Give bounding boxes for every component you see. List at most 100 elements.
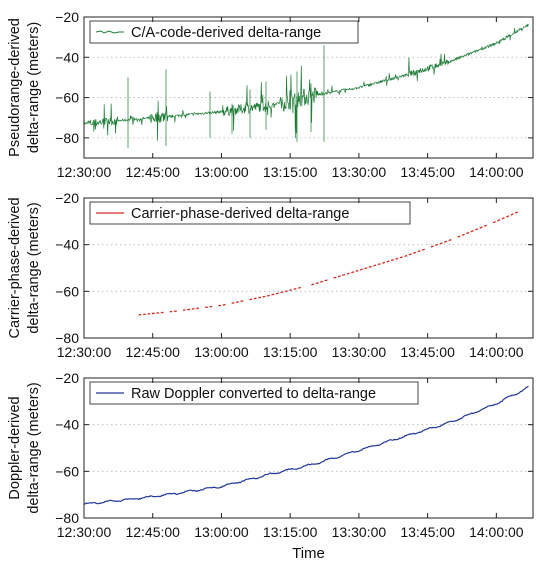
legend-box: [89, 381, 419, 405]
series-segment: [497, 219, 501, 222]
y-axis-label: Doppler-derived: [7, 396, 23, 499]
x-tick-label: 12:45:00: [125, 164, 180, 180]
series-segment: [457, 235, 461, 238]
series-segment: [404, 254, 408, 258]
x-tick-label: 13:15:00: [263, 524, 318, 540]
y-tick-label: −20: [55, 370, 79, 386]
series-segment: [386, 260, 390, 263]
series-segment: [364, 267, 368, 270]
series-segment: [293, 287, 297, 290]
x-tick-label: 13:30:00: [332, 344, 387, 360]
series-segment: [235, 301, 239, 303]
series-segment: [413, 251, 417, 254]
y-axis-label: delta-range (meters): [26, 202, 42, 333]
series-segment: [492, 221, 496, 224]
series-segment: [280, 291, 284, 294]
y-tick-label: −60: [55, 283, 79, 299]
x-tick-label: 12:30:00: [57, 164, 112, 180]
series-segment: [435, 243, 439, 247]
series-segment: [222, 303, 226, 306]
series-segment: [417, 250, 421, 253]
legend-swatch: [95, 30, 124, 34]
y-tick-label: −60: [55, 463, 79, 479]
series-line: [83, 23, 529, 141]
x-tick-label: 14:00:00: [469, 344, 524, 360]
legend-label: C/A-code-derived delta-range: [131, 25, 321, 41]
legend-box: [89, 20, 359, 44]
y-axis-label: Pseudorange-derived: [7, 18, 23, 157]
series-segment: [506, 215, 510, 218]
series-segment: [253, 297, 257, 300]
series-segment: [258, 296, 262, 299]
series-segment: [320, 280, 324, 283]
panel-1: C/A-code-derived delta-range −80 −60 −40 −20…: [7, 9, 534, 180]
axes-frame: [83, 377, 534, 519]
series-segment: [266, 294, 270, 297]
series-segment: [359, 268, 363, 271]
series-segment: [284, 290, 288, 293]
series-segment: [399, 256, 403, 259]
series-segment: [377, 263, 381, 266]
y-tick-label: −20: [55, 9, 79, 25]
series-segment: [231, 302, 235, 304]
series-segment: [249, 298, 253, 301]
panel-2: Carrier-phase-derived delta-range −80 −60 −…: [7, 190, 534, 360]
y-tick-label: −80: [55, 130, 79, 146]
axes-frame: [83, 16, 534, 159]
series-segment: [408, 253, 412, 256]
series-segment: [390, 259, 394, 262]
series-segment: [501, 217, 505, 220]
x-tick-label: 13:15:00: [263, 344, 318, 360]
x-tick-label: 12:45:00: [125, 344, 180, 360]
series-segment: [297, 286, 301, 289]
y-tick-label: −60: [55, 90, 79, 106]
legend-box: [89, 201, 411, 225]
series-segment: [368, 265, 372, 268]
series-segment: [275, 292, 279, 295]
legend-label: Raw Doppler converted to delta-range: [131, 386, 376, 402]
series-segment: [337, 275, 341, 278]
series-segment: [448, 239, 452, 242]
y-axis-label: delta-range (meters): [26, 22, 42, 153]
y-tick-label: −40: [55, 49, 79, 65]
series-segment: [240, 300, 244, 303]
panel-3: Raw Doppler converted to delta-range −80 −…: [7, 370, 534, 562]
series-segment: [479, 226, 483, 229]
series-line: [83, 385, 529, 505]
series-segment: [475, 228, 479, 231]
y-tick-label: −80: [55, 330, 79, 346]
x-tick-label: 13:00:00: [194, 344, 249, 360]
x-tick-label: 13:30:00: [332, 524, 387, 540]
x-tick-label: 13:30:00: [332, 164, 387, 180]
series-segment: [351, 271, 355, 274]
legend-label: Carrier-phase-derived delta-range: [131, 206, 349, 222]
series-segment: [373, 264, 377, 267]
x-tick-label: 12:30:00: [57, 344, 112, 360]
x-tick-label: 13:00:00: [194, 524, 249, 540]
series-segment: [382, 261, 386, 264]
series-segment: [333, 276, 337, 279]
x-tick-label: 13:45:00: [400, 344, 455, 360]
series-segment: [439, 242, 443, 245]
series-segment: [355, 269, 359, 272]
x-tick-label: 13:45:00: [400, 164, 455, 180]
x-tick-label: 14:00:00: [469, 524, 524, 540]
series-segment: [510, 213, 514, 216]
y-axis-label: Carrier-phase-derived: [7, 197, 23, 338]
series-segment: [483, 224, 488, 227]
y-axis-label: delta-range (meters): [26, 382, 42, 513]
series-segment: [342, 273, 346, 276]
series-segment: [395, 257, 399, 260]
series-segment: [315, 282, 319, 285]
series-segment: [324, 279, 328, 282]
series-segment: [262, 295, 266, 298]
y-tick-label: −40: [55, 417, 79, 433]
x-tick-label: 13:15:00: [263, 164, 318, 180]
y-tick-label: −40: [55, 237, 79, 253]
y-tick-label: −20: [55, 190, 79, 206]
series-segment: [444, 240, 448, 243]
axes-frame: [83, 197, 534, 339]
x-tick-label: 12:30:00: [57, 524, 112, 540]
x-axis-label: Time: [292, 545, 325, 562]
series-segment: [461, 233, 465, 236]
